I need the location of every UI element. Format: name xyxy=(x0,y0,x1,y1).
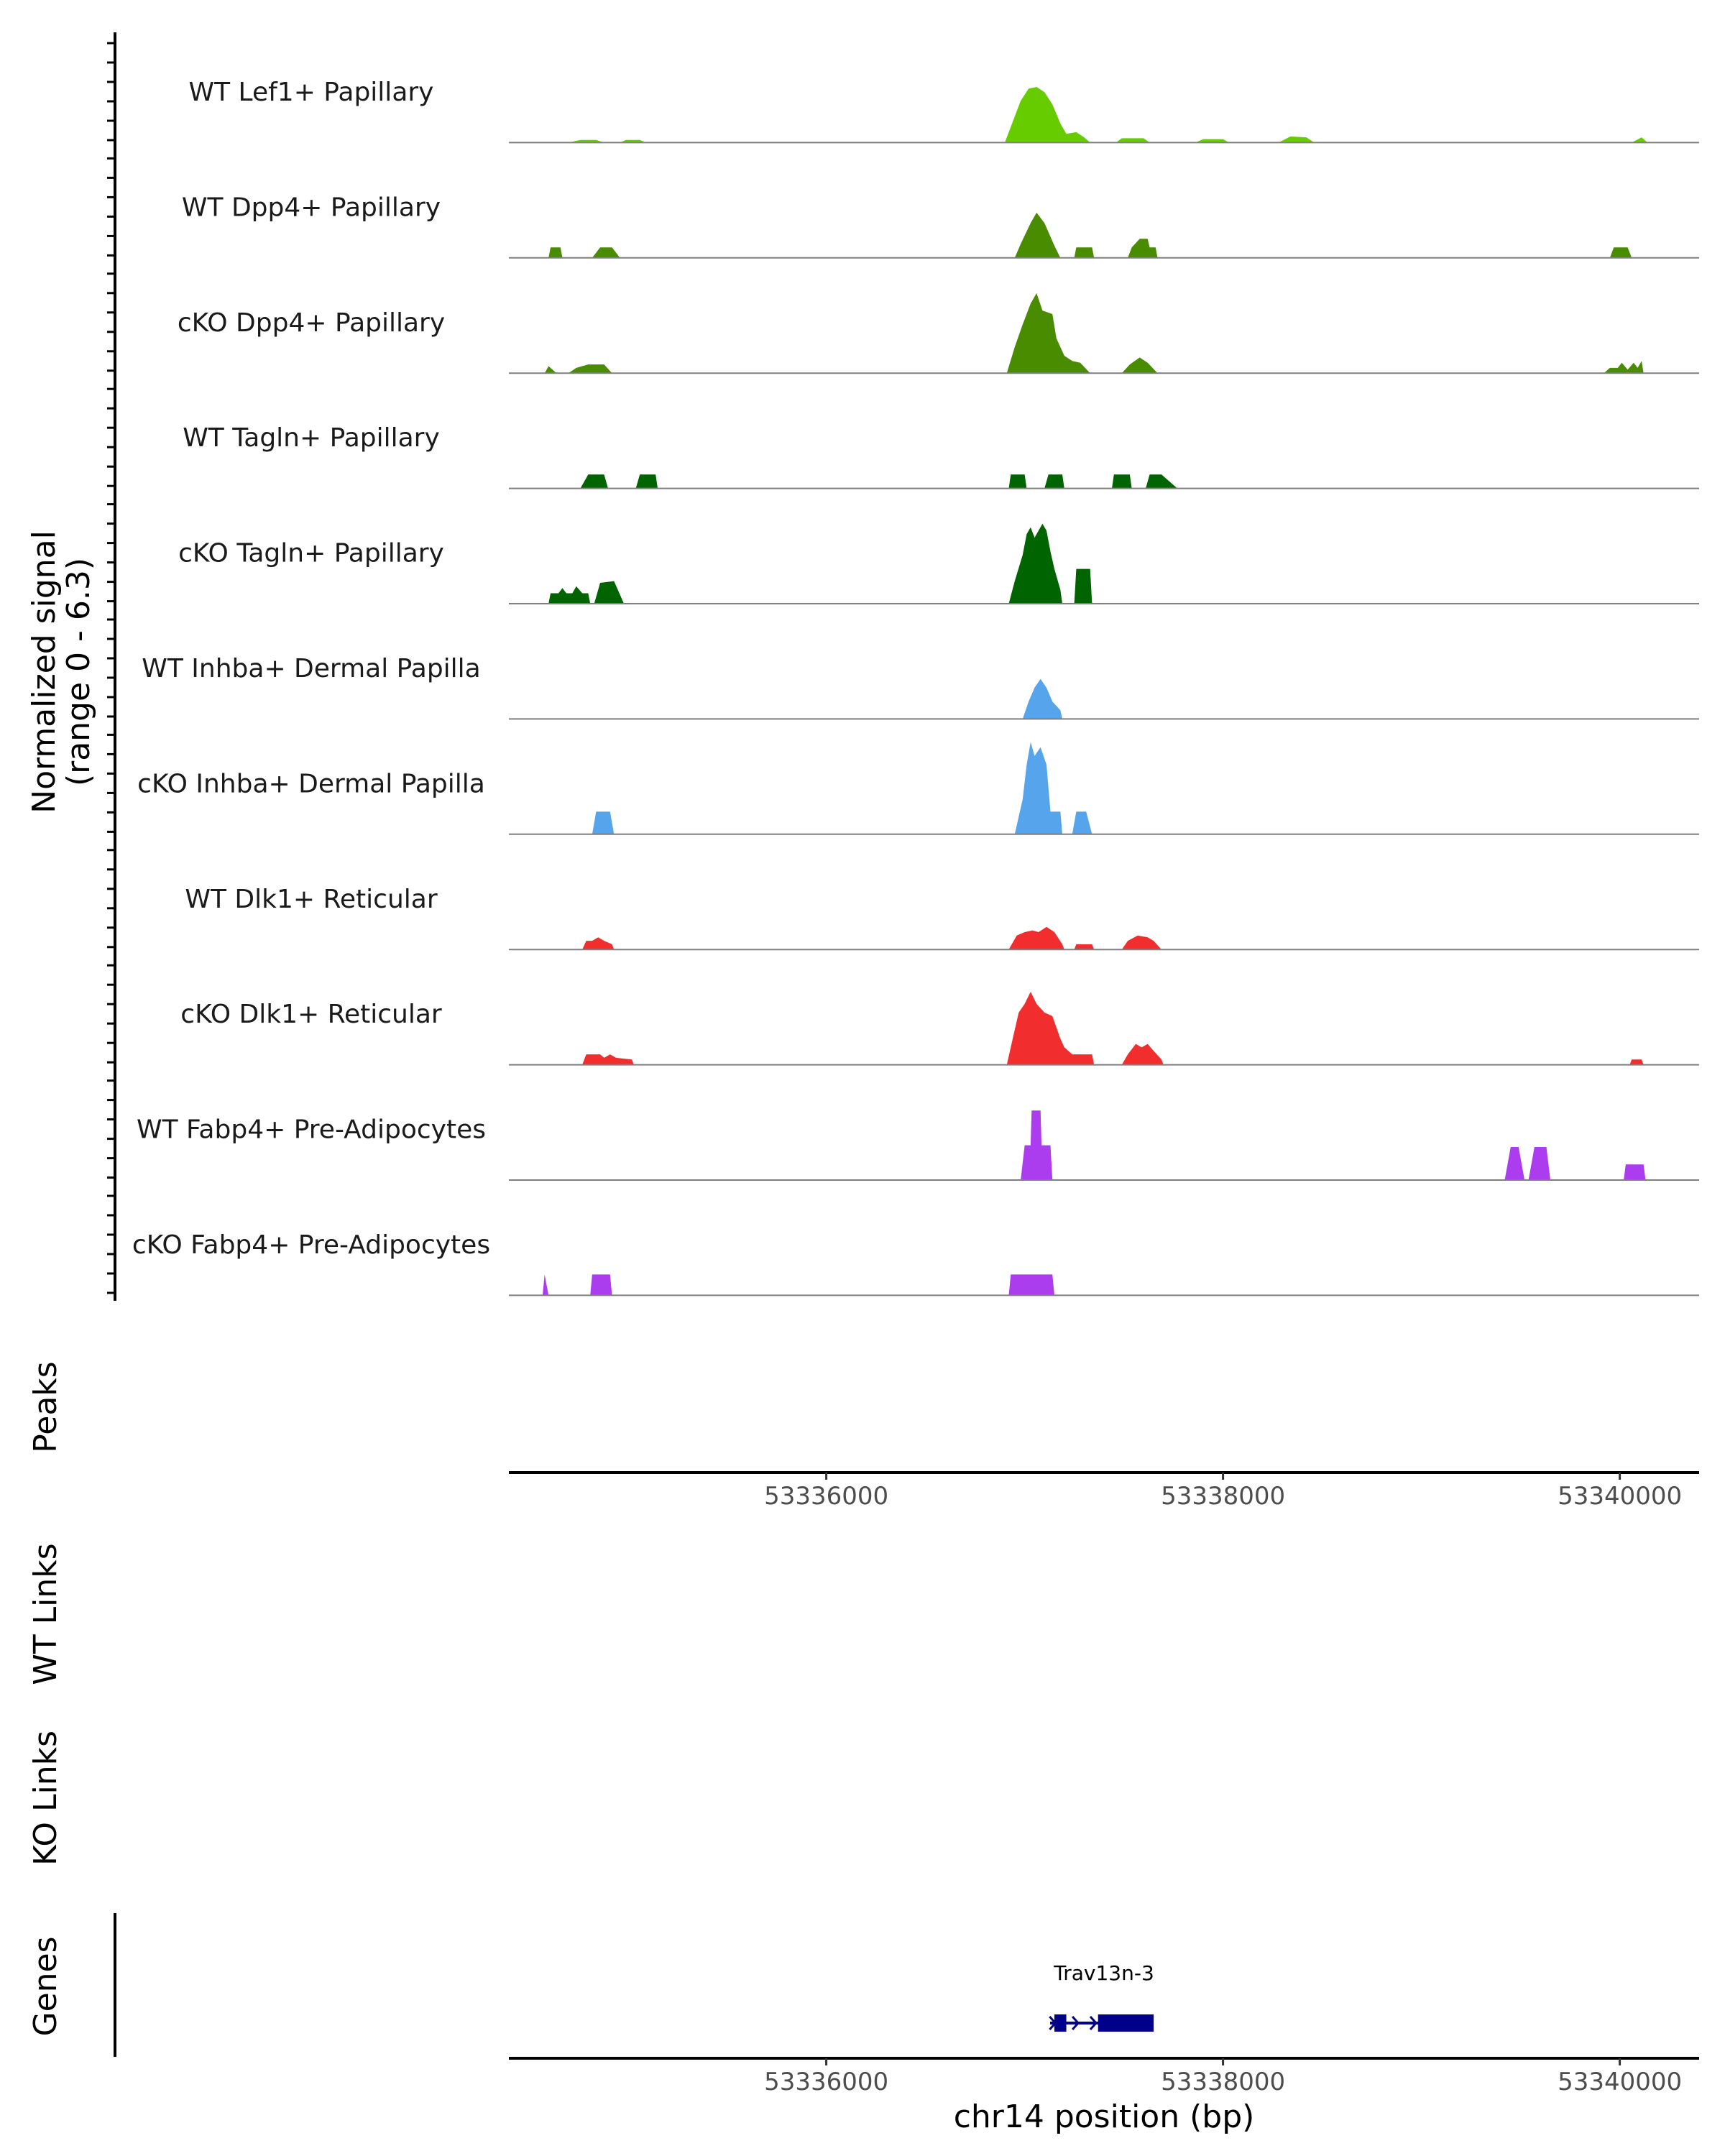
gene-name-label: Trav13n-3 xyxy=(1053,1961,1154,1985)
track-label: cKO Inhba+ Dermal Papilla xyxy=(137,769,485,798)
x-tick-label: 53338000 xyxy=(1161,1482,1285,1511)
track-area xyxy=(1022,678,1062,719)
track-area xyxy=(592,742,1092,834)
gene-model: Trav13n-3 xyxy=(1049,1961,1154,2032)
track-10: WT Fabp4+ Pre-Adipocytes xyxy=(137,1110,1699,1181)
x-tick-label: 53340000 xyxy=(1558,2068,1682,2096)
wt-links-panel-label: WT Links xyxy=(27,1543,64,1685)
track-9: cKO Dlk1+ Reticular xyxy=(180,992,1699,1066)
track-label: cKO Dlk1+ Reticular xyxy=(180,1000,442,1029)
track-label: WT Fabp4+ Pre-Adipocytes xyxy=(137,1115,486,1145)
track-area xyxy=(1021,1110,1646,1180)
track-area xyxy=(582,926,1162,950)
x-tick-label: 53338000 xyxy=(1161,2068,1285,2096)
strand-arrow-icon xyxy=(1071,2016,1080,2030)
track-11: cKO Fabp4+ Pre-Adipocytes xyxy=(132,1230,1699,1296)
ko-links-panel-label: KO Links xyxy=(27,1731,64,1866)
track-label: WT Inhba+ Dermal Papilla xyxy=(142,654,480,683)
genes-panel-label: Genes xyxy=(27,1936,64,2036)
track-label: WT Tagln+ Papillary xyxy=(183,423,440,453)
track-label: WT Dpp4+ Papillary xyxy=(182,193,441,222)
strand-arrow-icon xyxy=(1089,2016,1098,2030)
track-label: cKO Fabp4+ Pre-Adipocytes xyxy=(132,1230,490,1260)
track-area xyxy=(544,292,1644,374)
strand-arrow-icon xyxy=(1049,2016,1057,2030)
track-label: cKO Dpp4+ Papillary xyxy=(178,308,445,338)
coverage-tracks: WT Lef1+ Papillary WT Dpp4+ Papillary cKO … xyxy=(132,78,1699,1296)
track-4: WT Tagln+ Papillary xyxy=(183,423,1699,489)
track-label: WT Dlk1+ Reticular xyxy=(185,885,437,914)
track-area xyxy=(542,1274,1054,1296)
signal-y-axis xyxy=(107,32,116,1301)
peaks-panel-label: Peaks xyxy=(27,1361,64,1452)
track-8: WT Dlk1+ Reticular xyxy=(185,885,1699,951)
track-3: cKO Dpp4+ Papillary xyxy=(178,292,1699,374)
track-5: cKO Tagln+ Papillary xyxy=(178,523,1699,604)
track-area xyxy=(582,992,1644,1065)
x-tick-label: 53336000 xyxy=(764,2068,888,2096)
track-area xyxy=(568,87,1648,143)
x-tick-label: 53336000 xyxy=(764,1482,888,1511)
signal-ylabel-line2: (range 0 - 6.3) xyxy=(60,558,97,786)
track-label: cKO Tagln+ Papillary xyxy=(178,539,444,568)
track-label: WT Lef1+ Papillary xyxy=(189,78,434,107)
x-axis-title: chr14 position (bp) xyxy=(954,2099,1255,2135)
x-tick-label: 53340000 xyxy=(1558,1482,1682,1511)
track-area xyxy=(580,474,1178,489)
track-6: WT Inhba+ Dermal Papilla xyxy=(142,654,1699,720)
track-1: WT Lef1+ Papillary xyxy=(189,78,1699,144)
track-area xyxy=(548,523,1092,604)
genes-x-axis: 53336000 53338000 53340000 xyxy=(509,2057,1699,2096)
track-2: WT Dpp4+ Papillary xyxy=(182,193,1699,259)
peaks-x-axis: 53336000 53338000 53340000 xyxy=(509,1471,1699,1511)
gene-exon xyxy=(1098,2014,1154,2032)
gene-exon xyxy=(1054,2014,1067,2032)
signal-ylabel-line1: Normalized signal xyxy=(26,530,63,814)
track-area xyxy=(548,212,1632,258)
track-7: cKO Inhba+ Dermal Papilla xyxy=(137,742,1699,835)
